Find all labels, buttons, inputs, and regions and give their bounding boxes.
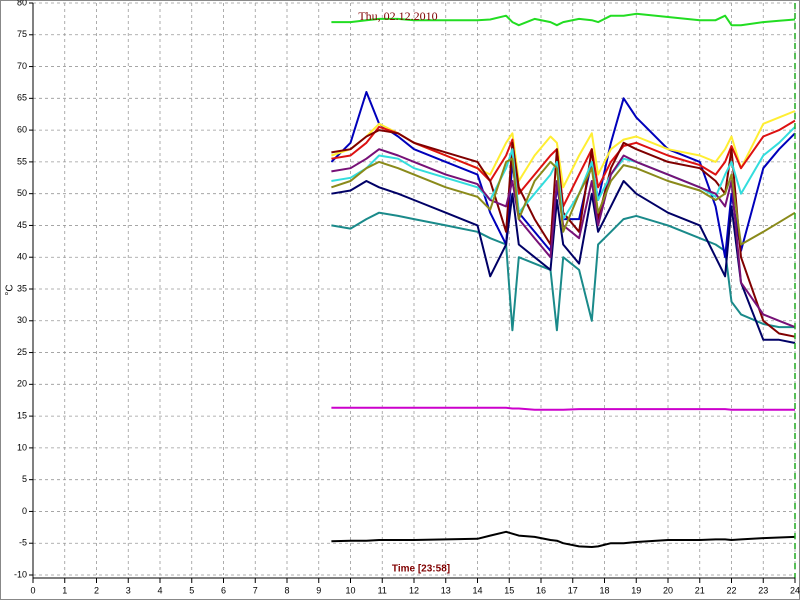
x-tick-label: 4: [157, 585, 162, 595]
y-tick-label: 5: [22, 474, 27, 484]
x-tick-label: 24: [790, 585, 800, 595]
y-tick-label: 40: [17, 252, 27, 262]
x-tick-label: 2: [94, 585, 99, 595]
y-tick-label: 70: [17, 61, 27, 71]
x-tick-label: 0: [30, 585, 35, 595]
y-tick-label: -5: [19, 538, 27, 548]
y-tick-label: 50: [17, 188, 27, 198]
x-tick-label: 15: [504, 585, 514, 595]
y-tick-label: 10: [17, 442, 27, 452]
x-tick-label: 10: [345, 585, 355, 595]
x-axis-label: Time [23:58]: [392, 564, 450, 575]
x-tick-label: 7: [253, 585, 258, 595]
x-tick-label: 22: [726, 585, 736, 595]
y-tick-label: 0: [22, 506, 27, 516]
series-line: [331, 530, 796, 548]
x-tick-label: 14: [472, 585, 482, 595]
x-tick-label: 21: [695, 585, 705, 595]
y-tick-label: 20: [17, 379, 27, 389]
y-tick-label: 45: [17, 220, 27, 230]
y-axis-label: °C: [5, 284, 16, 295]
plot-lines: [330, 12, 796, 548]
x-tick-label: 11: [378, 585, 387, 595]
y-tick-label: 25: [17, 347, 27, 357]
x-tick-label: 5: [189, 585, 194, 595]
y-tick-label: 30: [17, 315, 27, 325]
series-line: [331, 12, 796, 27]
x-tick-label: 23: [758, 585, 768, 595]
y-tick-label: 65: [17, 93, 27, 103]
x-tick-label: 6: [221, 585, 226, 595]
x-tick-label: 13: [441, 585, 451, 595]
series-line: [331, 157, 796, 246]
x-tick-label: 12: [409, 585, 419, 595]
x-tick-label: 19: [631, 585, 641, 595]
y-tick-label: 75: [17, 29, 27, 39]
y-tick-label: 55: [17, 156, 27, 166]
x-tick-label: 17: [568, 585, 578, 595]
x-tick-label: 3: [126, 585, 131, 595]
y-tick-label: 35: [17, 283, 27, 293]
x-tick-label: 18: [599, 585, 609, 595]
x-tick-label: 8: [284, 585, 289, 595]
y-tick-label: -10: [14, 569, 27, 579]
series-line: [331, 406, 795, 411]
x-tick-label: 1: [62, 585, 67, 595]
chart-title: Thu, 02.12.2010: [358, 9, 437, 23]
x-tick-label: 9: [316, 585, 321, 595]
y-tick-label: 60: [17, 124, 27, 134]
x-tick-label: 20: [663, 585, 673, 595]
x-tick-label: 16: [536, 585, 546, 595]
y-tick-label: 15: [17, 410, 27, 420]
y-tick-label: 80: [17, 0, 27, 7]
series-line: [331, 180, 796, 344]
